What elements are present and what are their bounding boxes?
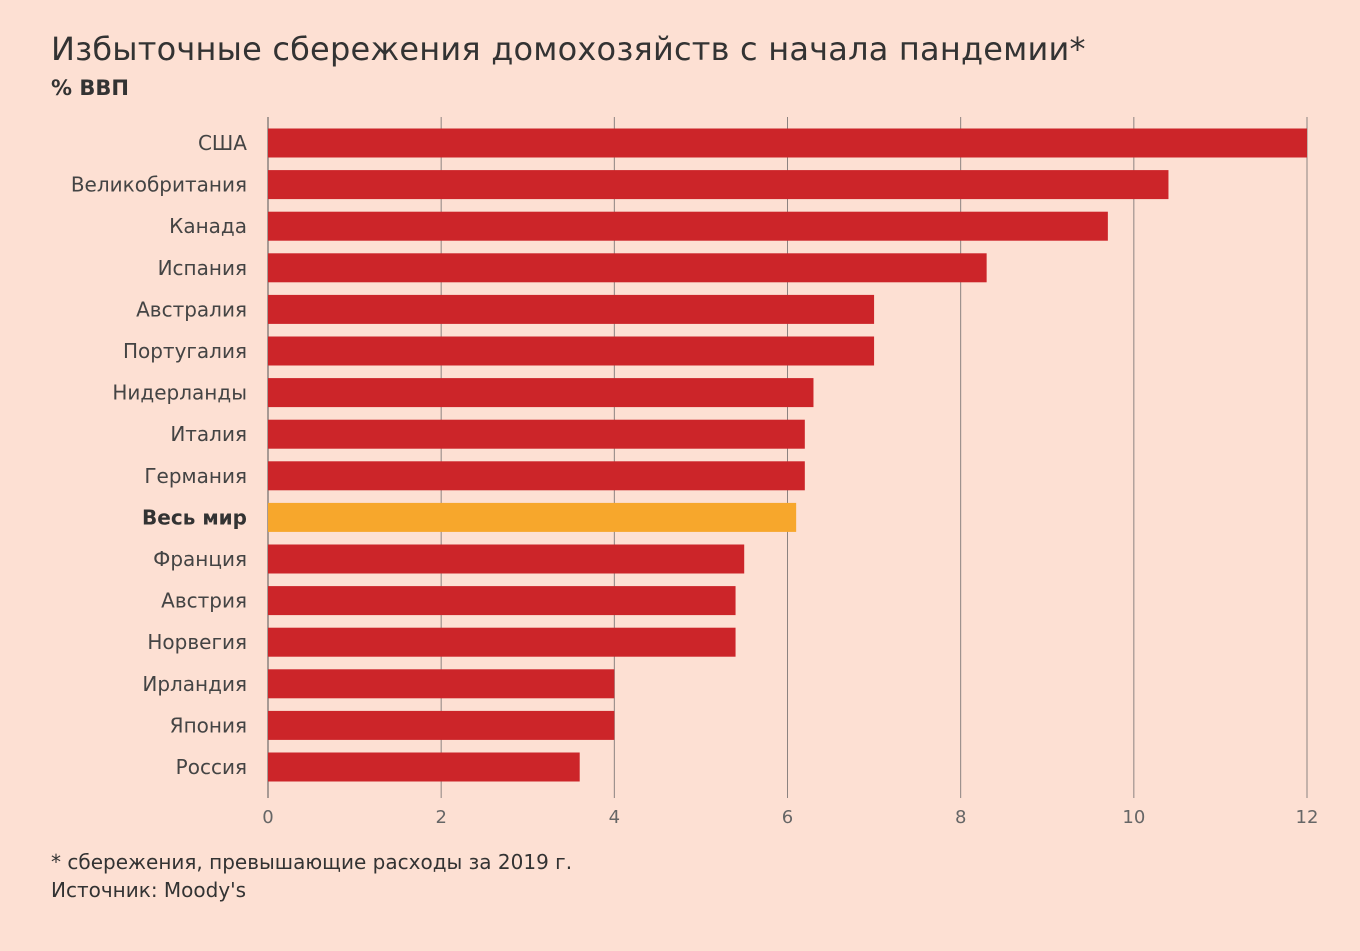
bar [268,128,1307,158]
category-label: Канада [169,214,247,238]
bar [268,419,805,449]
x-tick-label: 10 [1122,807,1145,828]
bar [268,211,1108,241]
category-label: Франция [153,547,247,571]
bar [268,544,745,574]
bar [268,253,987,283]
bar [268,336,875,366]
bar [268,586,736,616]
chart-subtitle: % ВВП [51,76,129,100]
chart-footnote: * сбережения, превышающие расходы за 201… [51,850,573,874]
category-label: Португалия [123,339,247,363]
bar [268,378,814,408]
category-label: Италия [170,422,247,446]
x-tick-label: 12 [1296,807,1319,828]
bar [268,627,736,657]
bar [268,294,875,324]
category-label: Норвегия [147,630,247,654]
x-tick-label: 8 [955,807,966,828]
category-label: Австралия [136,297,247,321]
bar [268,710,615,740]
category-label: Япония [170,713,247,737]
category-label: Нидерланды [112,381,247,405]
category-label: Испания [158,256,247,280]
chart-title: Избыточные сбережения домохозяйств с нач… [51,30,1086,68]
x-tick-label: 2 [435,807,446,828]
bar [268,461,805,491]
category-label: Ирландия [142,672,247,696]
chart-source: Источник: Moody's [51,878,247,902]
bar [268,752,580,782]
bar [268,170,1169,200]
category-label: Россия [176,755,247,779]
x-tick-label: 0 [262,807,273,828]
x-tick-label: 6 [782,807,793,828]
x-tick-label: 4 [609,807,620,828]
category-label: Великобритания [71,173,247,197]
category-label: Весь мир [142,505,247,529]
bar-highlight [268,502,797,532]
category-label: Германия [144,464,247,488]
category-label: Австрия [161,589,247,613]
category-label: США [198,131,247,155]
bar [268,669,615,699]
bar-chart: США Великобритания Канада Испания Австралия П… [71,117,1319,828]
